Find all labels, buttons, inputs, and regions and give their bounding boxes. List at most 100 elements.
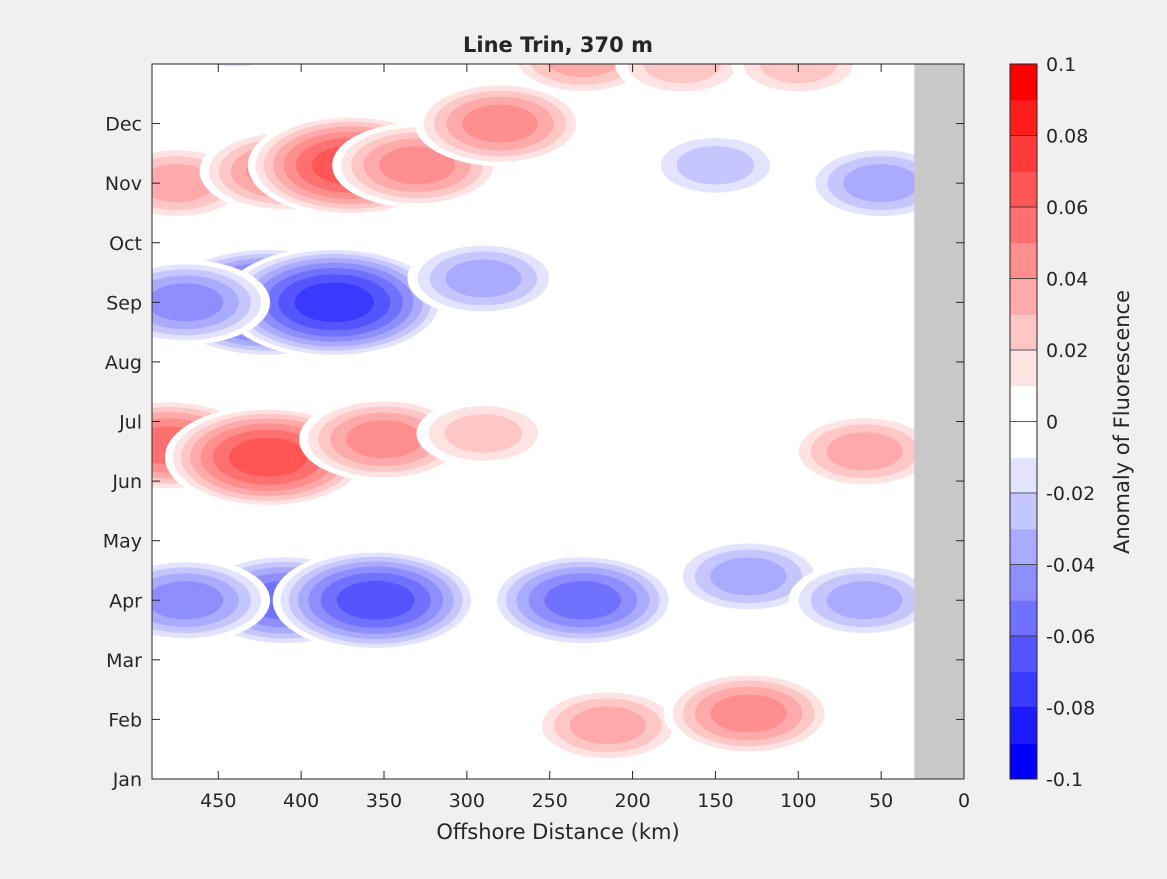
colorbar-tick-label: 0.04 (1046, 269, 1088, 291)
anomaly-blob (488, 553, 677, 648)
colorbar-segment (1010, 600, 1037, 637)
contour-band (643, 64, 721, 84)
colorbar-segment (1010, 99, 1037, 136)
contour-band (152, 283, 224, 322)
contour-band (152, 581, 224, 620)
y-tick-label: Feb (108, 709, 142, 731)
colorbar-tick-label: 0.06 (1046, 197, 1088, 219)
land-mask (914, 64, 964, 779)
x-tick-label: 400 (283, 790, 319, 812)
colorbar-label: Anomaly of Fluorescence (1110, 290, 1134, 554)
colorbar-segment (1010, 743, 1037, 780)
colorbar-tick-label: -0.06 (1046, 626, 1095, 648)
colorbar-segment (1010, 457, 1037, 494)
colorbar-segment (1010, 242, 1037, 279)
contour-band (379, 146, 456, 185)
contour-band (234, 0, 368, 62)
contour-band (262, 9, 339, 48)
contour-band (461, 104, 539, 143)
colorbar-segment (1010, 207, 1037, 244)
y-tick-label: Mar (106, 650, 142, 672)
y-tick-label: May (103, 531, 142, 553)
anomaly-blob (415, 81, 585, 167)
contour-band (583, 408, 682, 458)
contour-band (345, 420, 423, 459)
colorbar-tick-label: 0.1 (1046, 54, 1076, 76)
colorbar-segment (1010, 671, 1037, 708)
x-tick-label: 150 (697, 790, 733, 812)
contour-band (710, 694, 787, 733)
anomaly-blob (234, 0, 368, 62)
anomaly-blob (788, 562, 941, 639)
contour-band (336, 580, 415, 620)
colorbar-tick-label: -0.02 (1046, 483, 1095, 505)
colorbar-segment (1010, 493, 1037, 530)
colorbar-segment (1010, 350, 1037, 387)
colorbar-segment (1010, 64, 1037, 101)
x-axis-label: Offshore Distance (km) (436, 820, 679, 844)
contour-band (189, 64, 281, 76)
anomaly-blob (152, 557, 271, 643)
anomaly-blob (672, 538, 825, 615)
contour-band (294, 282, 374, 323)
colorbar-segment (1010, 314, 1037, 351)
colorbar: 0.1 0.08 0.06 0.04 0.02 0 -0.02 -0.04 -0.06 -0.08… (1009, 54, 1095, 791)
colorbar-tick-label: 0.02 (1046, 340, 1088, 362)
contour-band (759, 64, 837, 84)
y-tick-label: Jul (118, 412, 142, 434)
x-tick-label: 100 (780, 790, 816, 812)
contour-band (843, 164, 920, 203)
chart-title: Line Trin, 370 m (463, 33, 653, 57)
contour-band (229, 437, 307, 477)
x-tick-label: 250 (532, 790, 568, 812)
anomaly-blob (189, 64, 281, 76)
contour-band (826, 581, 903, 620)
colorbar-tick-label: 0 (1046, 412, 1058, 434)
colorbar-segment (1010, 171, 1037, 208)
colorbar-segment (1010, 707, 1037, 744)
y-tick-label: Oct (109, 233, 142, 255)
anomaly-blob (222, 246, 447, 359)
contour-band (445, 259, 522, 298)
x-tick-label: 350 (366, 790, 402, 812)
contour-band (544, 581, 622, 620)
x-tick-label: 50 (869, 790, 893, 812)
anomaly-field (152, 0, 958, 764)
x-tick-label: 450 (200, 790, 236, 812)
anomaly-blob (663, 670, 834, 756)
contour-band (152, 164, 215, 203)
colorbar-tick-label: 0.08 (1046, 126, 1088, 148)
y-tick-label: Dec (105, 114, 142, 136)
contour-band (567, 277, 665, 327)
colorbar-segment (1010, 564, 1037, 601)
colorbar-tick-label: -0.04 (1046, 555, 1095, 577)
contour-band (246, 1, 355, 56)
y-tick-label: Jun (111, 471, 142, 493)
anomaly-blob (731, 64, 866, 98)
x-axis: 450 400 350 300 250 200 150 100 50 0 (200, 64, 970, 812)
colorbar-segment (1010, 636, 1037, 673)
anomaly-blob (272, 548, 479, 652)
anomaly-blob (152, 259, 271, 345)
colorbar-segment (1010, 278, 1037, 315)
colorbar-segment (1010, 385, 1037, 422)
y-tick-label: Nov (105, 173, 142, 195)
x-tick-label: 300 (449, 790, 485, 812)
y-tick-label: Jan (112, 769, 142, 791)
y-axis: Jan Feb Mar Apr May Jun Jul Aug Sep Oct Nov Dec (103, 114, 964, 791)
x-tick-label: 200 (614, 790, 650, 812)
anomaly-blob (567, 277, 665, 327)
contour-band (214, 64, 255, 67)
colorbar-tick-label: -0.1 (1046, 769, 1083, 791)
contour-band (826, 432, 903, 471)
contour-band (444, 414, 523, 453)
colorbar-segment (1010, 421, 1037, 458)
y-tick-label: Sep (106, 292, 142, 314)
colorbar-segment (1010, 528, 1037, 565)
y-tick-label: Apr (109, 590, 142, 612)
anomaly-blob (416, 399, 551, 467)
contour-band (546, 64, 619, 78)
anomaly-blob (531, 687, 684, 764)
